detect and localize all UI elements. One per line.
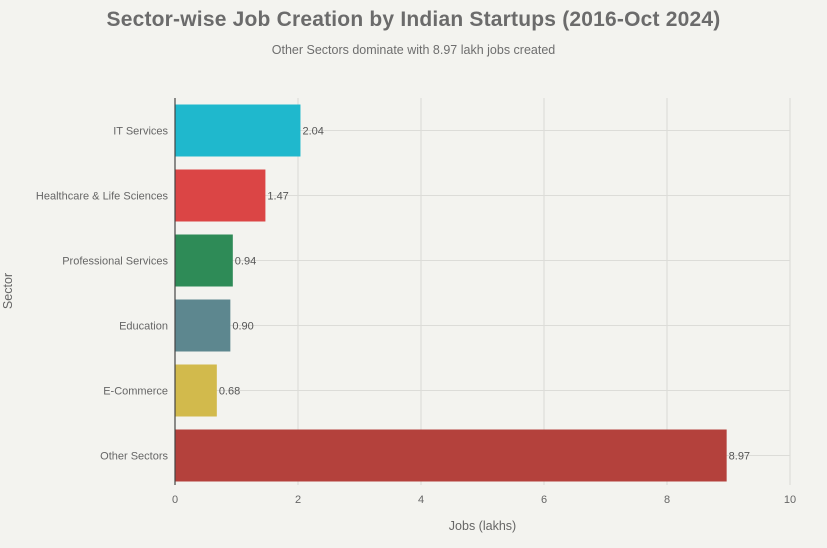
x-tick-label: 0	[172, 494, 178, 506]
x-tick-label: 2	[295, 494, 301, 506]
chart-subtitle: Other Sectors dominate with 8.97 lakh jo…	[271, 43, 556, 57]
y-tick-label: Other Sectors	[100, 451, 168, 463]
bar	[175, 169, 266, 222]
value-label: 2.04	[302, 126, 323, 138]
value-label: 0.68	[219, 386, 240, 398]
value-labels: 2.04 1.47 0.94 0.90 0.68 8.97	[219, 126, 750, 463]
value-label: 1.47	[267, 191, 288, 203]
y-tick-label: E-Commerce	[103, 386, 168, 398]
x-tick-label: 8	[664, 494, 670, 506]
x-tick-label: 10	[784, 494, 796, 506]
y-tick-label: Education	[119, 321, 168, 333]
bar	[175, 299, 231, 352]
bar	[175, 104, 301, 157]
x-tick-label: 6	[541, 494, 547, 506]
x-axis-label: Jobs (lakhs)	[449, 519, 516, 533]
y-tick-label: IT Services	[113, 126, 168, 138]
x-tick-label: 4	[418, 494, 424, 506]
value-label: 8.97	[729, 451, 750, 463]
y-tick-label: Professional Services	[62, 256, 168, 268]
value-label: 0.94	[235, 256, 256, 268]
y-tick-labels: IT Services Healthcare & Life Sciences Pro…	[36, 126, 169, 463]
bar	[175, 364, 217, 417]
bar	[175, 234, 233, 287]
chart-title: Sector-wise Job Creation by Indian Start…	[106, 8, 721, 31]
bars	[175, 104, 727, 482]
x-tick-labels: 0 2 4 6 8 10	[172, 494, 796, 506]
y-tick-label: Healthcare & Life Sciences	[36, 191, 169, 203]
bar	[175, 429, 727, 482]
value-label: 0.90	[232, 321, 253, 333]
y-axis-label: Sector	[1, 273, 15, 309]
